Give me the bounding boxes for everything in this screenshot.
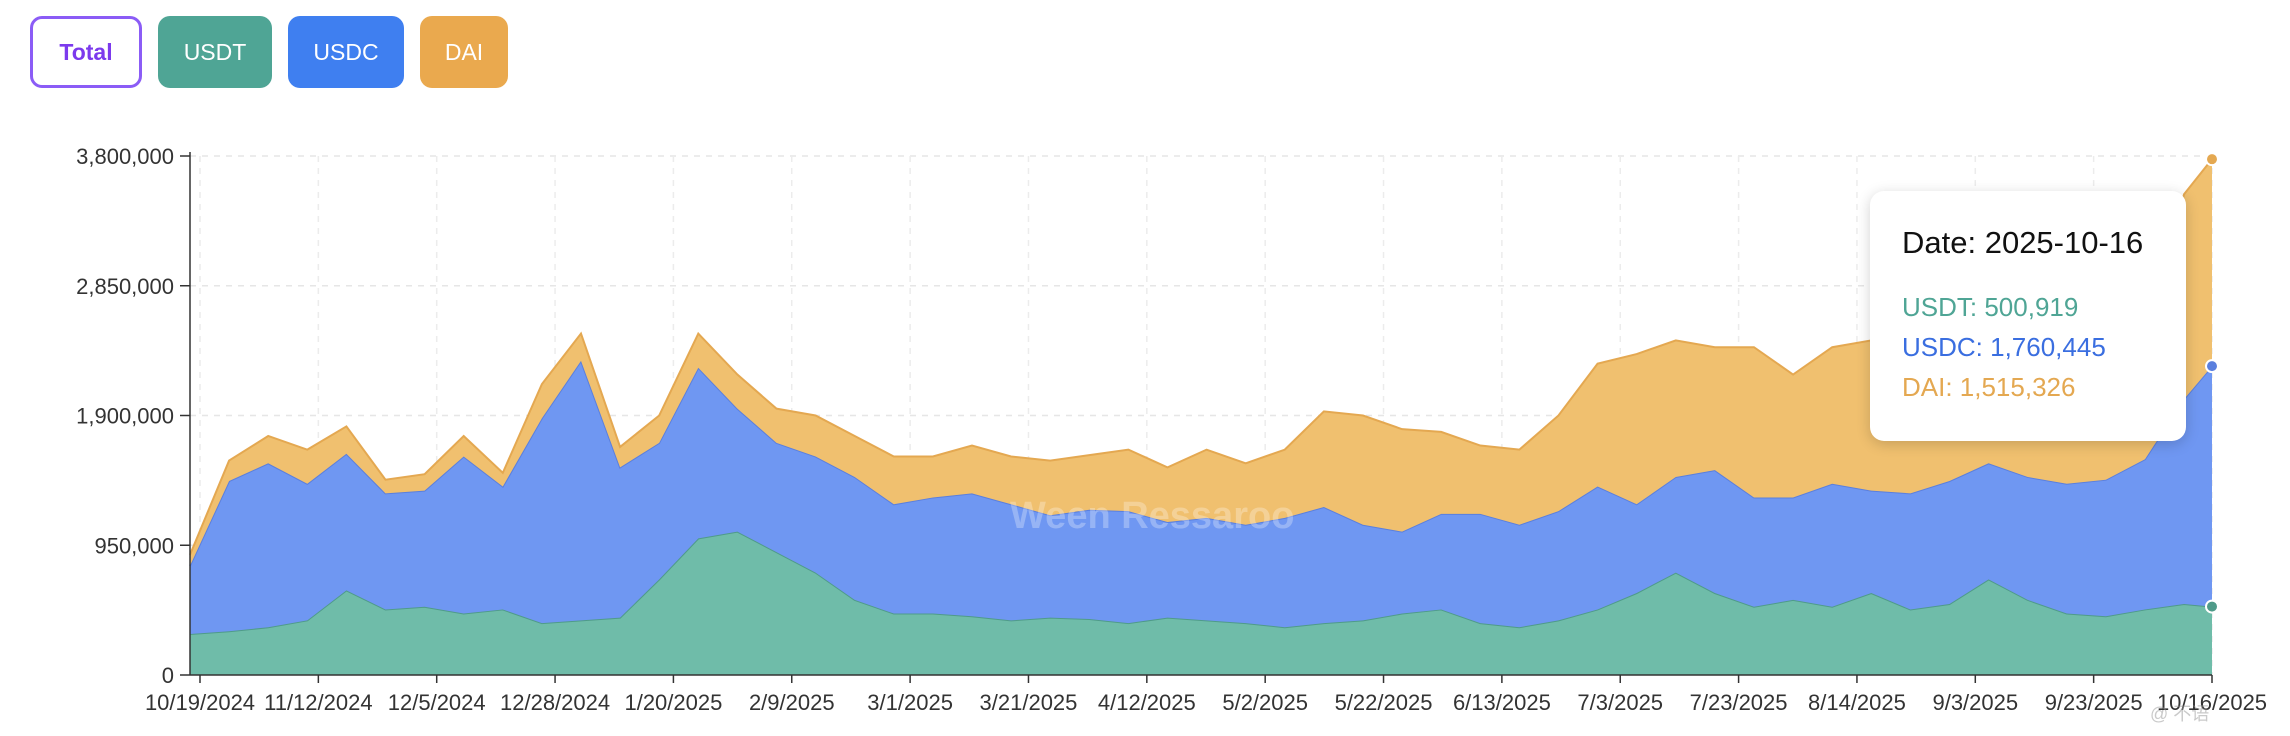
y-tick-label: 1,900,000 [76, 404, 174, 429]
total-filter-button[interactable]: Total [30, 16, 142, 88]
dai-hover-point [2205, 152, 2219, 167]
y-tick-label: 950,000 [94, 533, 174, 558]
tooltip-date: Date: 2025-10-16 [1902, 225, 2144, 260]
y-tick-label: 2,850,000 [76, 274, 174, 299]
hover-markers [2205, 152, 2219, 614]
x-tick-label: 12/28/2024 [500, 690, 610, 715]
x-tick-label: 5/2/2025 [1222, 690, 1308, 715]
tooltip-dai: DAI: 1,515,326 [1902, 372, 2076, 402]
chart-tooltip: Date: 2025-10-16 USDT: 500,919 USDC: 1,7… [1870, 191, 2186, 441]
chart-axes: 0 950,000 1,900,000 2,850,000 3,800,000 10/19… [76, 144, 2267, 715]
usdt-filter-button[interactable]: USDT [158, 16, 272, 88]
x-tick-label: 5/22/2025 [1335, 690, 1433, 715]
usdc-area [190, 360, 2212, 635]
x-tick-label: 10/16/2025 [2157, 690, 2267, 715]
x-tick-label: 8/14/2025 [1808, 690, 1906, 715]
usdc-filter-button[interactable]: USDC [288, 16, 404, 88]
x-tick-label: 9/23/2025 [2045, 690, 2143, 715]
x-tick-label: 2/9/2025 [749, 690, 835, 715]
x-tick-label: 10/19/2024 [145, 690, 255, 715]
corner-watermark: @ 不语 [2150, 704, 2210, 724]
dai-filter-button[interactable]: DAI [420, 16, 508, 88]
x-tick-label: 12/5/2024 [388, 690, 486, 715]
x-tick-label: 6/13/2025 [1453, 690, 1551, 715]
tooltip-usdt: USDT: 500,919 [1902, 292, 2079, 322]
watermark: Ween Ressaroo [1010, 495, 1295, 537]
y-tick-label: 0 [162, 663, 174, 688]
y-tick-label: 3,800,000 [76, 144, 174, 169]
x-tick-label: 9/3/2025 [1932, 690, 2018, 715]
x-tick-label: 1/20/2025 [624, 690, 722, 715]
x-tick-label: 4/12/2025 [1098, 690, 1196, 715]
tooltip-usdc: USDC: 1,760,445 [1902, 332, 2106, 362]
x-tick-label: 11/12/2024 [264, 690, 372, 715]
usdc-hover-point [2205, 359, 2219, 374]
x-tick-label: 3/21/2025 [980, 690, 1078, 715]
usdt-area [190, 531, 2212, 675]
usdt-hover-point [2205, 599, 2219, 614]
chart-areas [189, 158, 2213, 675]
series-filter-bar: Total USDT USDC DAI [30, 16, 508, 88]
x-tick-label: 3/1/2025 [867, 690, 953, 715]
x-tick-label: 7/3/2025 [1577, 690, 1663, 715]
x-tick-label: 7/23/2025 [1690, 690, 1788, 715]
dai-area [190, 159, 2212, 566]
